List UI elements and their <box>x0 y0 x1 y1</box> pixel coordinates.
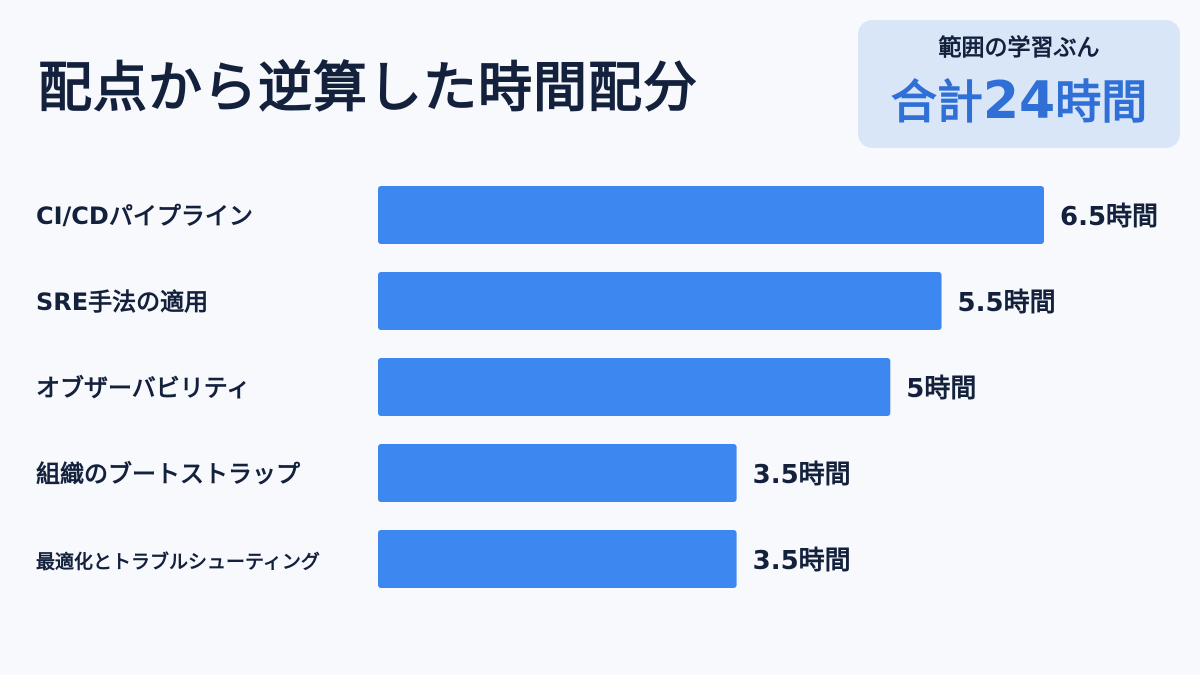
bar-0 <box>378 186 1044 244</box>
total-value: 合計24時間 <box>858 68 1180 136</box>
value-label-2: 5時間 <box>906 374 976 404</box>
bar-3 <box>378 444 737 502</box>
value-label-3: 3.5時間 <box>753 460 851 490</box>
bar-1 <box>378 272 942 330</box>
bar-2 <box>378 358 891 416</box>
chart-title: 配点から逆算した時間配分 <box>38 56 698 119</box>
total-prefix: 合計 <box>890 74 983 129</box>
category-label-4: 最適化とトラブルシューティング <box>36 550 320 573</box>
value-label-4: 3.5時間 <box>753 546 851 576</box>
total-hours-badge: 範囲の学習ぶん 合計24時間 <box>858 20 1180 148</box>
value-label-1: 5.5時間 <box>958 288 1056 318</box>
bar-4 <box>378 530 737 588</box>
value-label-0: 6.5時間 <box>1060 202 1158 232</box>
total-suffix: 時間 <box>1055 74 1148 129</box>
total-subtitle: 範囲の学習ぶん <box>938 35 1100 61</box>
category-label-1: SRE手法の適用 <box>36 288 208 316</box>
category-label-0: CI/CDパイプライン <box>36 202 253 230</box>
total-number: 24 <box>982 70 1056 131</box>
category-label-2: オブザーバビリティ <box>36 374 250 402</box>
category-label-3: 組織のブートストラップ <box>36 460 301 488</box>
